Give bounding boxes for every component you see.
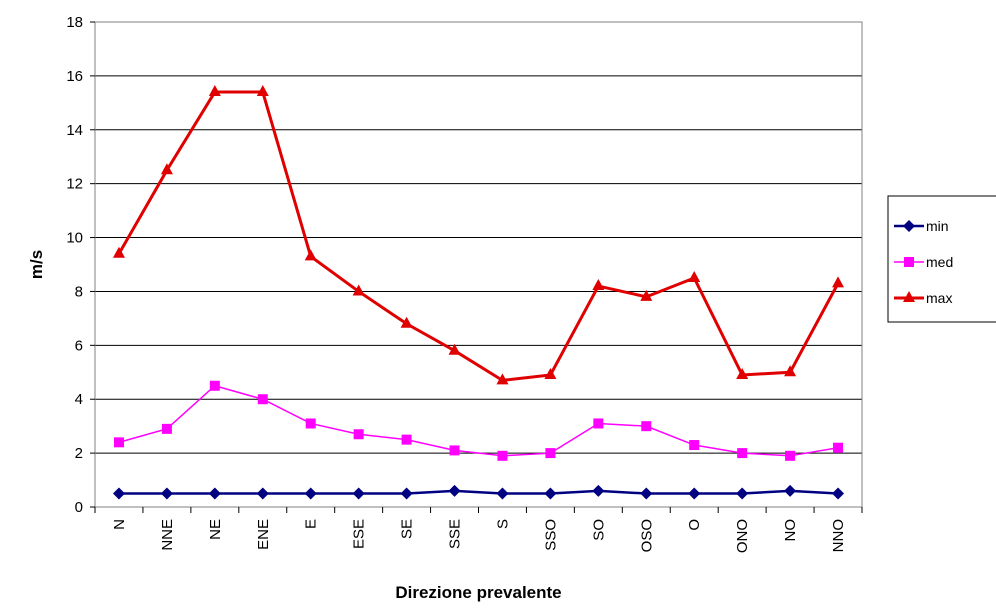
data-point-min xyxy=(352,487,365,500)
y-tick-label: 8 xyxy=(75,283,83,300)
y-tick-label: 12 xyxy=(66,176,83,193)
data-point-med xyxy=(737,448,748,459)
data-point-min xyxy=(112,487,125,500)
data-point-min xyxy=(832,487,845,500)
x-tick-label: ONO xyxy=(734,519,751,553)
data-point-med xyxy=(449,445,460,456)
data-point-max xyxy=(784,365,797,377)
data-point-max xyxy=(688,270,701,282)
data-point-med xyxy=(689,440,700,451)
data-point-max xyxy=(832,276,845,288)
series-min xyxy=(112,484,845,500)
data-point-med xyxy=(641,421,652,432)
x-tick-label: E xyxy=(303,519,320,529)
legend-item-med: med xyxy=(894,254,953,270)
legend: min med max xyxy=(887,195,996,323)
series-line-med xyxy=(118,384,839,457)
data-point-max xyxy=(736,367,749,379)
data-point-med xyxy=(113,437,124,448)
x-tick-label: S xyxy=(494,519,511,529)
y-axis-label: m/s xyxy=(27,250,46,279)
data-point-max xyxy=(160,163,173,175)
legend-marker xyxy=(904,257,914,267)
legend-label: max xyxy=(926,290,952,306)
legend-marker xyxy=(903,220,915,232)
x-tick-label: SO xyxy=(590,519,607,541)
y-tick-label: 4 xyxy=(75,391,83,408)
x-tick-label: SSO xyxy=(542,519,559,551)
y-tick-label: 6 xyxy=(75,337,83,354)
x-tick-label: NO xyxy=(782,519,799,542)
y-tick-label: 0 xyxy=(75,499,83,516)
data-point-max xyxy=(256,85,269,97)
series-line-max xyxy=(117,90,840,382)
data-point-max xyxy=(112,246,125,258)
series-group xyxy=(112,85,845,500)
data-point-min xyxy=(496,487,509,500)
legend-label: med xyxy=(926,254,953,270)
data-point-min xyxy=(736,487,749,500)
y-tick-label: 14 xyxy=(66,122,83,139)
x-tick-label: O xyxy=(686,519,703,531)
data-point-max xyxy=(304,249,317,261)
x-tick-label: NNE xyxy=(159,519,176,551)
legend-label: min xyxy=(926,218,949,234)
data-point-min xyxy=(784,484,797,497)
data-point-max xyxy=(400,316,413,328)
y-tick-label: 16 xyxy=(66,68,83,85)
data-point-med xyxy=(593,418,604,429)
data-point-max xyxy=(592,279,605,291)
data-point-min xyxy=(688,487,701,500)
y-tick-label: 2 xyxy=(75,445,83,462)
y-tick-label: 18 xyxy=(66,14,83,31)
data-point-min xyxy=(640,487,653,500)
data-point-med xyxy=(257,394,268,405)
data-point-max xyxy=(544,367,557,379)
data-point-min xyxy=(400,487,413,500)
series-max xyxy=(112,85,845,385)
y-axis-ticks: 0 2 4 6 8 10 12 14 16 18 xyxy=(66,14,95,516)
data-point-min xyxy=(160,487,173,500)
x-axis-label: Direzione prevalente xyxy=(395,583,561,602)
x-axis-ticks: N NNE NE ENE E ESE SE SSE S SSO SO OSO O ONO NO NNO xyxy=(94,507,863,553)
legend-marker xyxy=(903,291,915,302)
data-point-med xyxy=(305,418,316,429)
data-point-min xyxy=(304,487,317,500)
series-line-min xyxy=(118,489,839,495)
data-point-med xyxy=(401,434,412,445)
legend-item-min: min xyxy=(894,218,949,234)
data-point-min xyxy=(256,487,269,500)
data-point-min xyxy=(592,484,605,497)
data-point-max xyxy=(640,289,653,301)
x-tick-label: SE xyxy=(399,519,416,539)
data-point-min xyxy=(544,487,557,500)
data-point-med xyxy=(833,442,844,453)
data-point-med xyxy=(353,429,364,440)
data-point-max xyxy=(352,284,365,296)
data-point-med xyxy=(545,448,556,459)
x-tick-label: NE xyxy=(207,519,224,540)
x-tick-label: ENE xyxy=(255,519,272,550)
legend-item-max: max xyxy=(894,290,952,306)
data-point-min xyxy=(448,484,461,497)
x-tick-label: NNO xyxy=(830,519,847,552)
x-tick-label: ESE xyxy=(351,519,368,549)
data-point-min xyxy=(208,487,221,500)
data-point-max xyxy=(208,85,221,97)
series-med xyxy=(113,380,844,461)
data-point-max xyxy=(496,373,509,385)
data-point-med xyxy=(497,450,508,461)
x-tick-label: N xyxy=(111,519,128,530)
data-point-med xyxy=(209,380,220,391)
data-point-max xyxy=(448,343,461,355)
y-tick-label: 10 xyxy=(66,230,83,247)
data-point-med xyxy=(785,450,796,461)
x-tick-label: OSO xyxy=(638,519,655,552)
x-tick-label: SSE xyxy=(447,519,464,549)
data-point-med xyxy=(161,423,172,434)
